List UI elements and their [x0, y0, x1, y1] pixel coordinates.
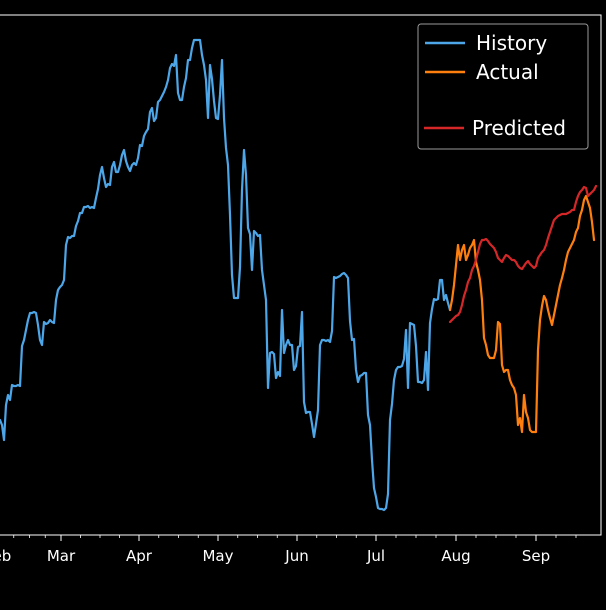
- x-tick-label: Mar: [47, 547, 76, 565]
- x-tick-label: May: [202, 547, 233, 565]
- legend-label-actual: Actual: [476, 60, 539, 84]
- series-line-actual: [448, 194, 596, 434]
- x-tick-label: Sep: [522, 547, 550, 565]
- legend: History Actual Predicted: [417, 23, 589, 150]
- series-layer: [0, 38, 598, 512]
- x-tick-label: Aug: [441, 547, 470, 565]
- x-tick-label: Feb: [0, 547, 11, 565]
- plot-frame: [0, 14, 602, 536]
- series-line-predicted: [448, 184, 598, 324]
- x-tick-label: Jul: [366, 547, 385, 565]
- x-tick-label: Apr: [126, 547, 153, 565]
- legend-label-history: History: [476, 31, 547, 55]
- legend-label-predicted: Predicted: [472, 116, 566, 140]
- series-line-history: [0, 38, 452, 512]
- x-axis: Feb Mar Apr May Jun Jul Aug Sep: [0, 535, 577, 565]
- legend-box: [417, 23, 589, 150]
- x-tick-label: Jun: [284, 547, 308, 565]
